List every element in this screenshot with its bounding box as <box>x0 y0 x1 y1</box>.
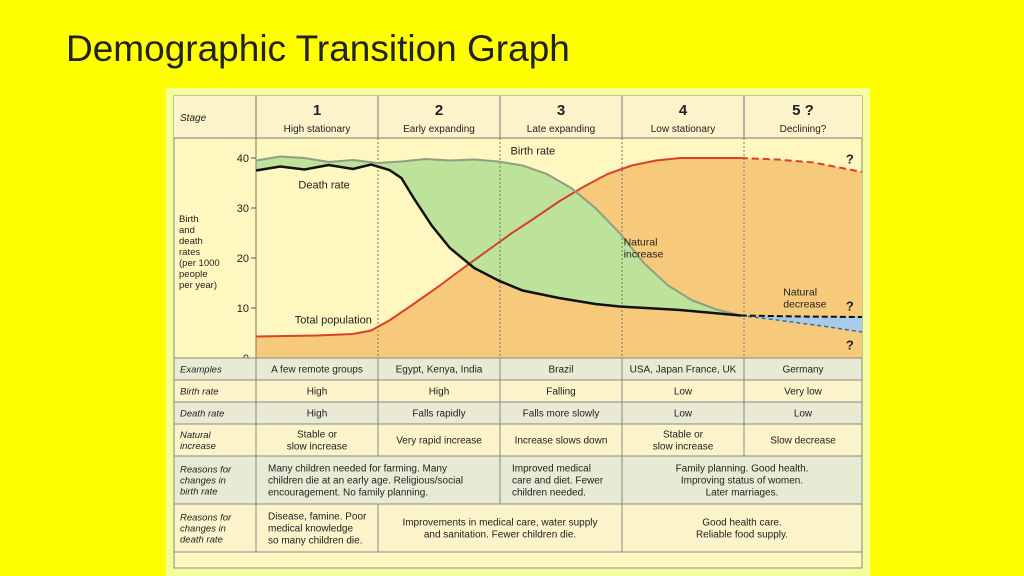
table-cell: Improvements in medical care, water supp… <box>402 518 597 529</box>
question-mark: ? <box>846 338 854 353</box>
death-rate-projection <box>740 314 863 318</box>
table-cell: Family planning. Good health. <box>676 464 809 475</box>
table-cell: Low <box>674 409 693 420</box>
birth-rate-label: Birth rate <box>511 146 556 158</box>
table-row-label: birth rate <box>180 487 218 498</box>
table-cell: Egypt, Kenya, India <box>396 365 483 376</box>
table-cell: Germany <box>782 365 823 376</box>
y-axis-label: people <box>179 269 208 280</box>
table-cell: children needed. <box>512 488 586 499</box>
table-cell: Low <box>674 387 693 398</box>
y-axis-label: rates <box>179 247 200 258</box>
table-cell: Falling <box>546 387 575 398</box>
total-population-line <box>255 157 741 338</box>
stage-number: 2 <box>435 102 443 119</box>
table-cell: Very low <box>784 387 823 398</box>
table-cell: Improved medical <box>512 464 591 475</box>
stage-number: 3 <box>557 102 565 119</box>
stage-number: 5 ? <box>792 102 814 119</box>
y-axis-label: death <box>179 236 203 247</box>
table-cell: Many children needed for farming. Many <box>268 464 447 475</box>
table-cell: Reliable food supply. <box>696 530 788 541</box>
table-row <box>173 423 863 457</box>
table-cell: High <box>307 387 328 398</box>
table-cell: children die at an early age. Religious/… <box>268 476 463 487</box>
death-rate-label: Death rate <box>298 180 349 192</box>
table-cell: and sanitation. Fewer children die. <box>424 530 576 541</box>
natural-increase-area <box>256 156 741 316</box>
table-row <box>173 503 863 553</box>
death-rate-line <box>255 163 741 317</box>
table-row <box>173 379 863 403</box>
y-tick-label: 40 <box>237 153 249 165</box>
dtm-chart: 010203040Birthanddeathrates(per 1000peop… <box>173 95 863 569</box>
natural-decrease-label: Natural <box>783 287 817 299</box>
y-axis-label: (per 1000 <box>179 258 220 269</box>
stage-number: 1 <box>313 102 321 119</box>
y-axis-label: Birth <box>179 214 199 225</box>
table-row-label: Natural <box>180 430 212 441</box>
natural-decrease-label: decrease <box>783 299 826 311</box>
stage-header-label: Stage <box>180 113 207 124</box>
question-mark: ? <box>846 299 854 314</box>
table-cell: Falls rapidly <box>412 409 465 420</box>
table-row-label: Birth rate <box>180 387 219 398</box>
y-tick-label: 20 <box>237 253 249 265</box>
dtm-figure: 010203040Birthanddeathrates(per 1000peop… <box>166 88 870 576</box>
natural-increase-label: Natural <box>624 237 658 249</box>
table-cell: so many children die. <box>268 536 363 547</box>
table-cell: A few remote groups <box>271 365 363 376</box>
y-axis-label: and <box>179 225 195 236</box>
table-cell: Increase slows down <box>515 436 608 447</box>
y-tick-label: 30 <box>237 203 249 215</box>
natural-increase-label: increase <box>624 249 664 261</box>
table-cell: encouragement. No family planning. <box>268 488 428 499</box>
table-cell: High <box>307 409 328 420</box>
stage-name: Declining? <box>780 124 827 135</box>
table-row-label: Examples <box>180 365 222 376</box>
table-cell: Stable or <box>663 430 704 441</box>
table-row <box>173 455 863 505</box>
total-population-label: Total population <box>295 315 372 327</box>
table-cell: Low <box>794 409 813 420</box>
question-mark: ? <box>846 152 854 167</box>
stage-name: High stationary <box>284 124 351 135</box>
table-cell: Disease, famine. Poor <box>268 512 367 523</box>
table-row-label: Reasons for <box>180 513 232 524</box>
table-cell: slow increase <box>653 442 714 453</box>
y-axis-label: per year) <box>179 280 217 291</box>
stage-number: 4 <box>679 102 688 119</box>
table-cell: slow increase <box>287 442 348 453</box>
table-cell: Slow decrease <box>770 436 836 447</box>
table-cell: Very rapid increase <box>396 436 482 447</box>
table-cell: care and diet. Fewer <box>512 476 604 487</box>
table-cell: USA, Japan France, UK <box>630 365 737 376</box>
birth-rate-line <box>255 155 742 317</box>
stage-name: Early expanding <box>403 124 475 135</box>
table-cell: Falls more slowly <box>523 409 600 420</box>
table-row-label: Reasons for <box>180 465 232 476</box>
table-cell: Stable or <box>297 430 338 441</box>
table-row-label: changes in <box>180 524 226 535</box>
table-cell: High <box>429 387 450 398</box>
table-row-label: changes in <box>180 476 226 487</box>
slide-title: Demographic Transition Graph <box>66 28 570 69</box>
table-cell: Good health care. <box>702 518 782 529</box>
stage-header-bg <box>174 96 862 138</box>
stage-name: Low stationary <box>651 124 715 135</box>
table-cell: Improving status of women. <box>681 476 803 487</box>
table-row-label: death rate <box>180 535 223 546</box>
natural-decrease-area <box>740 315 862 332</box>
table-row <box>173 401 863 425</box>
table-row-label: increase <box>180 441 216 452</box>
stage-name: Late expanding <box>527 124 595 135</box>
table-cell: Later marriages. <box>706 488 779 499</box>
table-row-label: Death rate <box>180 409 224 420</box>
table-cell: medical knowledge <box>268 524 353 535</box>
table-cell: Brazil <box>548 365 573 376</box>
y-tick-label: 10 <box>237 303 249 315</box>
